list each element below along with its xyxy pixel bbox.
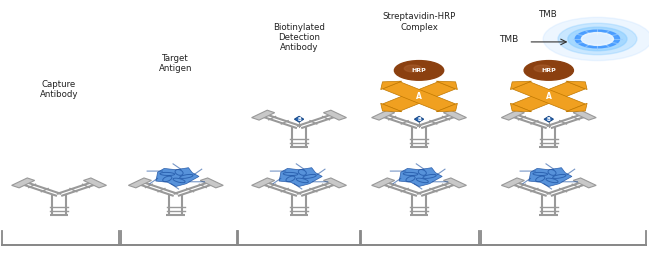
Text: B: B: [297, 117, 301, 122]
Polygon shape: [200, 178, 223, 188]
Polygon shape: [382, 82, 456, 111]
Polygon shape: [12, 178, 34, 188]
Polygon shape: [372, 178, 395, 188]
Polygon shape: [415, 116, 424, 122]
Circle shape: [395, 61, 444, 80]
Circle shape: [581, 32, 614, 45]
Polygon shape: [443, 178, 467, 188]
Polygon shape: [544, 116, 553, 122]
Polygon shape: [510, 103, 532, 112]
Polygon shape: [528, 168, 572, 186]
Polygon shape: [510, 81, 532, 90]
Polygon shape: [372, 110, 395, 120]
Polygon shape: [381, 103, 402, 112]
Polygon shape: [436, 81, 458, 90]
Polygon shape: [399, 168, 442, 186]
Polygon shape: [324, 178, 346, 188]
Circle shape: [575, 30, 619, 48]
Text: Target
Antigen: Target Antigen: [159, 54, 192, 73]
Polygon shape: [381, 81, 402, 90]
Polygon shape: [443, 110, 467, 120]
Text: HRP: HRP: [411, 68, 426, 73]
Text: B: B: [417, 117, 421, 122]
Polygon shape: [501, 110, 525, 120]
Polygon shape: [382, 82, 456, 111]
Text: A: A: [546, 92, 552, 101]
Polygon shape: [573, 178, 596, 188]
Text: HRP: HRP: [541, 68, 556, 73]
Polygon shape: [129, 178, 151, 188]
Text: Biotinylated
Detection
Antibody: Biotinylated Detection Antibody: [273, 23, 325, 53]
Text: B: B: [547, 117, 551, 122]
Polygon shape: [83, 178, 107, 188]
Polygon shape: [566, 103, 587, 112]
Polygon shape: [294, 116, 304, 122]
Circle shape: [524, 61, 573, 80]
Polygon shape: [512, 82, 586, 111]
Polygon shape: [156, 168, 199, 186]
Polygon shape: [279, 168, 322, 186]
Circle shape: [558, 23, 637, 55]
Polygon shape: [252, 178, 275, 188]
Circle shape: [534, 65, 551, 72]
Text: A: A: [416, 92, 422, 101]
Text: TMB: TMB: [499, 35, 519, 44]
Polygon shape: [566, 81, 587, 90]
Polygon shape: [573, 110, 596, 120]
Text: Capture
Antibody: Capture Antibody: [40, 80, 78, 99]
Text: Streptavidin-HRP
Complex: Streptavidin-HRP Complex: [382, 12, 456, 32]
Circle shape: [568, 27, 627, 51]
Polygon shape: [324, 110, 346, 120]
Polygon shape: [436, 103, 458, 112]
Text: TMB: TMB: [540, 10, 558, 19]
Polygon shape: [252, 110, 275, 120]
Polygon shape: [512, 82, 586, 111]
Circle shape: [404, 65, 421, 72]
Circle shape: [543, 17, 650, 61]
Polygon shape: [501, 178, 525, 188]
